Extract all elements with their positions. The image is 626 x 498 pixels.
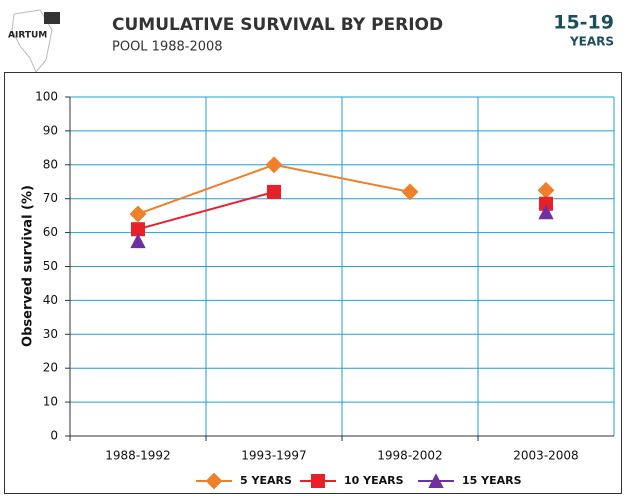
logo-text: AIRTUM (8, 31, 47, 41)
data-point (538, 204, 554, 220)
age-unit: YEARS (569, 35, 614, 49)
data-point (130, 233, 146, 249)
y-tick-label: 80 (43, 157, 58, 171)
legend-label: 5 YEARS (240, 474, 292, 487)
y-tick-label: 50 (43, 259, 58, 273)
x-tick-label: 1988-1992 (105, 449, 170, 463)
age-group: 15-19 (553, 12, 614, 34)
y-axis-label: Observed survival (%) (21, 185, 36, 347)
legend-marker (428, 473, 444, 488)
y-tick-label: 10 (43, 395, 58, 409)
data-point (401, 183, 419, 201)
y-tick-label: 90 (43, 123, 58, 137)
legend-label: 15 YEARS (462, 474, 522, 487)
data-point (267, 184, 281, 199)
y-tick-label: 60 (43, 225, 58, 239)
x-tick-label: 1993-1997 (241, 449, 306, 463)
x-tick-label: 1998-2002 (377, 449, 442, 463)
logo-screen (44, 12, 60, 24)
y-tick-label: 0 (50, 429, 58, 443)
y-tick-label: 20 (43, 361, 58, 375)
data-point (129, 205, 147, 223)
data-point (265, 156, 283, 174)
y-tick-label: 30 (43, 327, 58, 341)
legend-marker (205, 472, 223, 490)
x-tick-label: 2003-2008 (513, 449, 578, 463)
chart-title: CUMULATIVE SURVIVAL BY PERIOD (112, 15, 443, 35)
y-tick-label: 70 (43, 191, 58, 205)
data-point (131, 222, 145, 237)
legend-marker (311, 474, 325, 488)
y-tick-label: 40 (43, 293, 58, 307)
data-point (539, 196, 553, 211)
y-tick-label: 100 (35, 90, 58, 104)
legend-label: 10 YEARS (344, 474, 404, 487)
chart-subtitle: POOL 1988-2008 (112, 40, 223, 55)
data-point (537, 181, 555, 199)
series-line (137, 190, 275, 231)
